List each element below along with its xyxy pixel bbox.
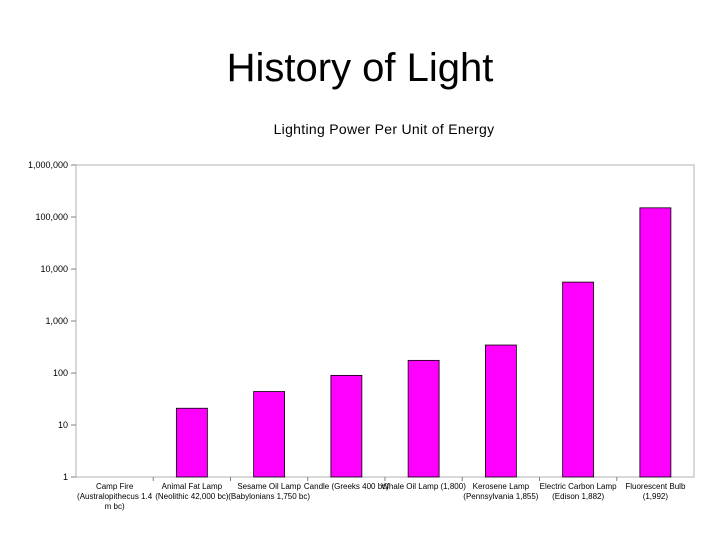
slide-title: History of Light	[226, 46, 494, 90]
y-tick-label: 100	[53, 368, 68, 378]
y-tick-label: 1	[63, 472, 68, 482]
bar	[639, 207, 672, 478]
x-category-label: Fluorescent Bulb (1,992)	[625, 482, 686, 501]
x-category-label: Animal Fat Lamp (Neolithic 42,000 bc)	[155, 482, 229, 501]
x-category-label: Sesame Oil Lamp (Babylonians 1,750 bc)	[228, 482, 310, 501]
x-category-label: Camp Fire (Australopithecus 1.4 m bc)	[77, 482, 153, 511]
bar	[253, 391, 286, 478]
y-tick-label: 1,000,000	[28, 160, 68, 170]
bar	[562, 281, 595, 478]
y-tick-label: 1,000	[45, 316, 68, 326]
y-tick-label: 10	[58, 420, 68, 430]
x-category-label: Electric Carbon Lamp (Edison 1,882)	[540, 482, 617, 501]
y-tick-label: 10,000	[40, 264, 68, 274]
bar	[330, 374, 363, 478]
bar	[407, 359, 440, 478]
x-category-label: Candle (Greeks 400 bc)	[304, 482, 389, 491]
plot-frame	[75, 164, 695, 478]
x-category-label: Kerosene Lamp (Pennsylvania 1,855)	[463, 482, 538, 501]
chart-title: Lighting Power Per Unit of Energy	[273, 121, 495, 137]
x-category-label: Whale Oil Lamp (1,800)	[381, 482, 466, 491]
bar	[175, 407, 208, 478]
bar	[484, 344, 517, 478]
y-tick-label: 100,000	[35, 212, 68, 222]
